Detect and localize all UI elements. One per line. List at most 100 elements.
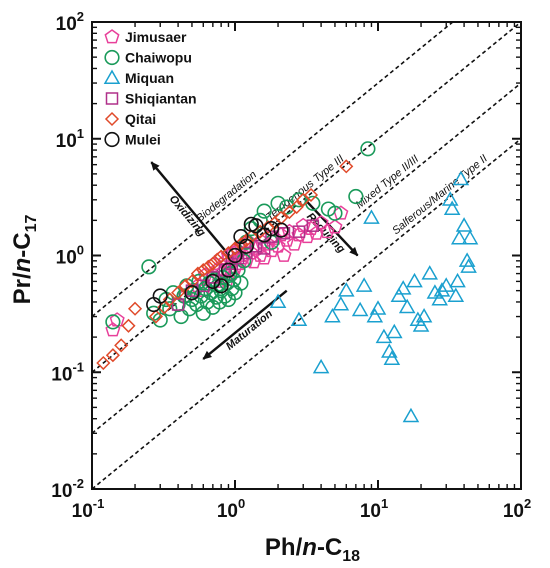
legend-marker xyxy=(105,92,119,105)
axis-titles: Ph/n-C18 Pr/n-C17 xyxy=(9,214,360,565)
data-point xyxy=(289,199,304,215)
data-point xyxy=(96,355,111,371)
legend-label: Qitai xyxy=(125,111,156,127)
y-axis-title: Pr/n-C17 xyxy=(9,214,40,304)
data-point xyxy=(254,234,270,249)
data-point xyxy=(252,212,268,228)
data-point xyxy=(461,229,479,245)
data-point xyxy=(184,274,200,289)
data-point xyxy=(214,249,229,264)
data-point xyxy=(421,265,439,280)
data-point xyxy=(447,287,465,302)
data-point xyxy=(239,233,254,248)
data-point xyxy=(233,275,249,291)
data-point xyxy=(213,278,229,294)
data-point xyxy=(324,308,341,323)
data-point xyxy=(366,308,384,323)
legend-label: Miquan xyxy=(125,70,174,86)
data-point xyxy=(121,318,136,333)
data-point xyxy=(162,292,177,307)
data-point xyxy=(152,288,168,304)
data-point xyxy=(171,285,186,300)
data-point xyxy=(332,296,350,311)
arrow xyxy=(150,161,235,262)
data-point xyxy=(308,225,324,240)
x-tick-label: 100 xyxy=(217,496,245,522)
data-point xyxy=(327,205,343,221)
data-point xyxy=(443,200,461,216)
data-point xyxy=(270,195,286,211)
data-point xyxy=(162,301,178,317)
data-point xyxy=(181,301,198,317)
data-point xyxy=(292,225,306,238)
data-point xyxy=(199,294,215,310)
data-points xyxy=(96,141,479,423)
data-point xyxy=(306,219,320,232)
reference-line xyxy=(91,82,522,434)
data-point xyxy=(398,298,416,314)
data-point xyxy=(412,317,430,332)
data-point xyxy=(369,300,387,315)
data-point xyxy=(263,242,280,258)
data-point xyxy=(210,252,225,267)
data-point xyxy=(105,348,120,363)
legend-label: Mulei xyxy=(125,132,161,148)
data-point xyxy=(201,259,216,274)
data-point xyxy=(327,219,343,234)
data-point xyxy=(450,229,468,245)
data-point xyxy=(291,192,307,208)
data-point xyxy=(394,280,412,295)
data-point xyxy=(355,277,373,292)
data-point xyxy=(220,262,237,278)
reference-line xyxy=(91,138,522,490)
data-point xyxy=(460,258,477,273)
data-point xyxy=(269,293,287,308)
data-point xyxy=(433,282,451,297)
data-point xyxy=(227,247,243,264)
data-point xyxy=(452,170,470,186)
data-point xyxy=(148,309,164,324)
axis-ticks xyxy=(91,21,522,490)
data-point xyxy=(363,209,380,224)
data-point xyxy=(437,277,455,292)
data-point xyxy=(196,263,211,278)
reference-line xyxy=(91,21,454,318)
legend-label: Jimusaer xyxy=(125,29,187,45)
data-point xyxy=(184,285,200,301)
data-point xyxy=(312,358,330,374)
y-tick-label: 10-1 xyxy=(51,359,84,385)
data-point xyxy=(127,301,143,316)
legend: Jimusaer Chaiwopu Miquan Shiqiantan Qitai Mul… xyxy=(103,29,197,148)
y-tick-label: 102 xyxy=(56,9,84,35)
data-point xyxy=(114,338,129,353)
data-point xyxy=(263,220,280,237)
data-point xyxy=(224,281,240,297)
data-point xyxy=(256,203,272,219)
data-point xyxy=(273,222,289,238)
data-point xyxy=(402,407,420,423)
data-point xyxy=(351,301,369,317)
data-point xyxy=(390,287,408,302)
data-point xyxy=(184,291,200,308)
data-point xyxy=(458,252,476,267)
y-tick-label: 101 xyxy=(56,126,84,152)
data-point xyxy=(205,273,221,290)
data-point xyxy=(337,282,355,297)
reference-line-label: Mixed Type II/III xyxy=(354,153,422,211)
arrow xyxy=(202,289,288,360)
data-point xyxy=(277,227,291,240)
legend-marker xyxy=(104,131,120,148)
data-point xyxy=(190,266,205,281)
data-point xyxy=(319,223,335,239)
data-point xyxy=(455,217,473,232)
legend-marker xyxy=(104,49,120,66)
data-point xyxy=(205,256,220,271)
legend-label: Chaiwopu xyxy=(125,50,192,66)
legend-label: Shiqiantan xyxy=(125,91,197,107)
data-point xyxy=(256,250,272,265)
data-point xyxy=(248,218,264,234)
data-point xyxy=(279,199,295,215)
data-point xyxy=(109,312,125,327)
